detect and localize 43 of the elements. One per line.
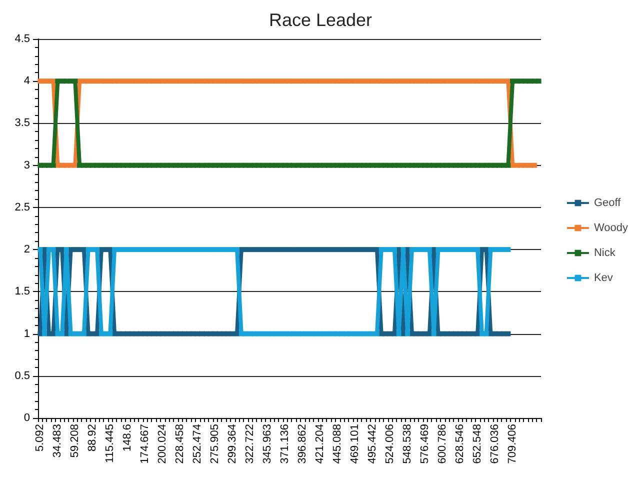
x-tick-label: 576.469	[419, 424, 432, 464]
y-tick-label: 3	[24, 159, 30, 172]
y-tick-label: 2.5	[14, 201, 30, 214]
x-tick-label: 371.136	[279, 424, 292, 464]
x-tick-label: 299.364	[226, 424, 239, 464]
legend-label: Geoff	[594, 197, 622, 209]
x-tick-label: 396.862	[296, 424, 309, 464]
x-tick-label: 676.036	[489, 424, 502, 464]
x-tick-label: 548.538	[402, 424, 414, 464]
x-tick-label: 200.024	[156, 424, 169, 464]
x-tick-label: 322.722	[244, 424, 256, 464]
y-tick-label: 1.5	[14, 286, 30, 298]
x-tick-label: 115.445	[104, 424, 116, 463]
legend-label: Nick	[594, 247, 616, 259]
legend-label: Woody	[594, 222, 628, 234]
x-tick-label: 174.667	[139, 424, 152, 464]
x-tick-label: 275.905	[209, 424, 222, 464]
x-tick-label: 469.101	[349, 424, 362, 464]
y-tick-label: 0.5	[14, 370, 30, 382]
x-tick-label: 600.786	[436, 424, 449, 464]
x-tick-label: 59.208	[69, 424, 82, 458]
x-tick-label: 5.092	[34, 424, 46, 452]
x-tick-label: 445.088	[332, 424, 344, 464]
x-tick-label: 709.406	[506, 424, 519, 464]
x-tick-label: 652.548	[472, 424, 484, 464]
y-tick-label: 4.5	[14, 33, 30, 45]
y-tick-label: 3.5	[14, 117, 30, 130]
legend-label: Kev	[594, 272, 614, 284]
x-tick-label: 252.474	[192, 424, 204, 464]
x-tick-label: 421.204	[314, 424, 326, 464]
x-tick-label: 628.546	[454, 424, 466, 464]
x-tick-label: 88.92	[86, 424, 99, 452]
x-tick-label: 345.963	[262, 424, 274, 464]
y-tick-label: 2	[24, 244, 30, 256]
x-tick-label: 148.6	[122, 424, 134, 452]
y-tick-label: 4	[24, 75, 30, 88]
x-tick-label: 34.483	[52, 424, 64, 458]
x-tick-label: 495.442	[366, 424, 379, 464]
chart-title: Race Leader	[268, 10, 372, 30]
y-tick-label: 0	[24, 412, 30, 424]
y-tick-label: 1	[24, 328, 30, 340]
x-tick-label: 228.458	[174, 424, 186, 464]
x-tick-label: 524.006	[384, 424, 396, 464]
